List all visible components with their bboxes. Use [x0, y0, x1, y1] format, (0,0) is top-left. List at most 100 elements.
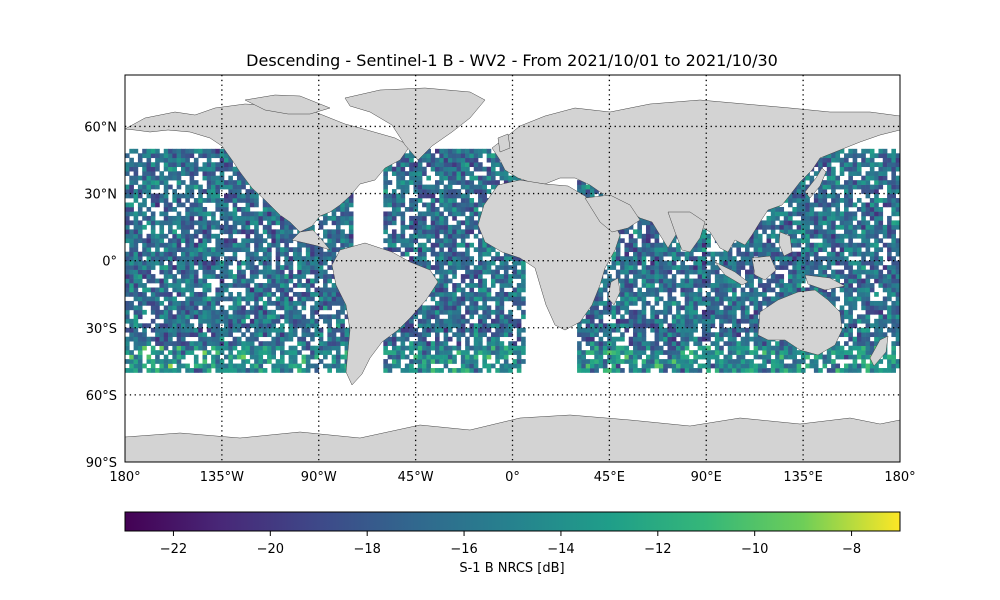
nrcs-cell	[792, 354, 797, 360]
nrcs-cell	[740, 309, 746, 315]
nrcs-cell	[447, 260, 453, 266]
nrcs-cell	[146, 260, 152, 266]
nrcs-cell	[129, 318, 134, 324]
nrcs-cell	[198, 323, 203, 329]
nrcs-cell	[753, 314, 759, 320]
nrcs-cell	[443, 198, 449, 203]
nrcs-cell	[805, 211, 810, 217]
nrcs-cell	[887, 359, 892, 364]
nrcs-cell	[206, 247, 212, 253]
nrcs-cell	[236, 354, 242, 360]
nrcs-cell	[271, 314, 276, 320]
nrcs-cell	[335, 206, 341, 212]
nrcs-cell	[219, 242, 225, 248]
nrcs-cell	[865, 229, 871, 235]
nrcs-cell	[848, 198, 853, 203]
nrcs-cell	[469, 359, 475, 364]
nrcs-cell	[878, 314, 884, 320]
nrcs-cell	[788, 269, 793, 275]
nrcs-cell	[125, 350, 130, 355]
nrcs-cell	[211, 336, 216, 342]
nrcs-cell	[714, 291, 720, 297]
nrcs-cell	[719, 287, 724, 293]
nrcs-cell	[706, 305, 711, 311]
nrcs-cell	[792, 363, 797, 369]
nrcs-cell	[602, 287, 608, 293]
nrcs-cell	[383, 341, 388, 346]
nrcs-cell	[284, 363, 289, 369]
nrcs-cell	[258, 287, 264, 293]
nrcs-cell	[499, 314, 505, 320]
nrcs-cell	[861, 256, 866, 261]
nrcs-cell	[344, 341, 350, 346]
nrcs-cell	[224, 198, 229, 203]
nrcs-cell	[482, 300, 487, 306]
nrcs-cell	[267, 260, 272, 266]
nrcs-cell	[452, 265, 457, 270]
nrcs-cell	[753, 251, 759, 257]
nrcs-cell	[615, 251, 621, 257]
nrcs-cell	[142, 251, 147, 257]
nrcs-cell	[168, 260, 173, 266]
nrcs-cell	[521, 341, 526, 346]
nrcs-cell	[236, 215, 242, 221]
nrcs-cell	[215, 206, 221, 212]
nrcs-cell	[430, 327, 436, 333]
nrcs-cell	[723, 363, 729, 369]
nrcs-cell	[732, 314, 737, 320]
nrcs-cell	[645, 251, 651, 257]
nrcs-cell	[391, 233, 397, 239]
nrcs-cell	[521, 314, 526, 320]
nrcs-cell	[439, 211, 444, 217]
nrcs-cell	[478, 291, 483, 297]
nrcs-cell	[844, 332, 849, 338]
nrcs-cell	[740, 251, 746, 257]
nrcs-cell	[185, 220, 190, 226]
nrcs-cell	[172, 229, 177, 235]
nrcs-cell	[176, 278, 182, 284]
nrcs-cell	[602, 323, 608, 329]
nrcs-cell	[280, 224, 285, 230]
nrcs-cell	[766, 233, 772, 239]
nrcs-cell	[594, 363, 599, 369]
nrcs-cell	[658, 260, 664, 266]
nrcs-cell	[895, 265, 900, 270]
nrcs-cell	[211, 354, 216, 360]
nrcs-cell	[624, 278, 630, 284]
nrcs-cell	[482, 296, 487, 302]
nrcs-cell	[736, 251, 741, 257]
nrcs-cell	[813, 359, 819, 364]
nrcs-cell	[163, 296, 169, 302]
nrcs-cell	[202, 229, 208, 235]
nrcs-cell	[439, 260, 444, 266]
nrcs-cell	[275, 233, 281, 239]
nrcs-cell	[447, 309, 453, 315]
nrcs-cell	[215, 314, 221, 320]
nrcs-cell	[245, 287, 251, 293]
nrcs-cell	[206, 260, 212, 266]
nrcs-cell	[654, 233, 660, 239]
nrcs-cell	[435, 260, 440, 266]
nrcs-cell	[628, 323, 634, 329]
nrcs-cell	[516, 283, 522, 288]
nrcs-cell	[745, 283, 750, 288]
nrcs-cell	[822, 229, 828, 235]
nrcs-cell	[245, 368, 251, 373]
nrcs-cell	[163, 363, 169, 369]
nrcs-cell	[882, 314, 888, 320]
nrcs-cell	[856, 251, 862, 257]
nrcs-cell	[732, 256, 737, 261]
nrcs-cell	[327, 341, 332, 346]
nrcs-cell	[503, 283, 509, 288]
nrcs-cell	[757, 300, 763, 306]
nrcs-cell	[271, 211, 276, 217]
nrcs-cell	[805, 238, 810, 244]
nrcs-cell	[211, 363, 216, 369]
nrcs-cell	[745, 247, 750, 253]
nrcs-cell	[895, 296, 900, 302]
nrcs-cell	[503, 265, 509, 270]
nrcs-cell	[895, 332, 900, 338]
nrcs-cell	[215, 242, 221, 248]
nrcs-cell	[745, 305, 750, 311]
nrcs-cell	[344, 198, 350, 203]
